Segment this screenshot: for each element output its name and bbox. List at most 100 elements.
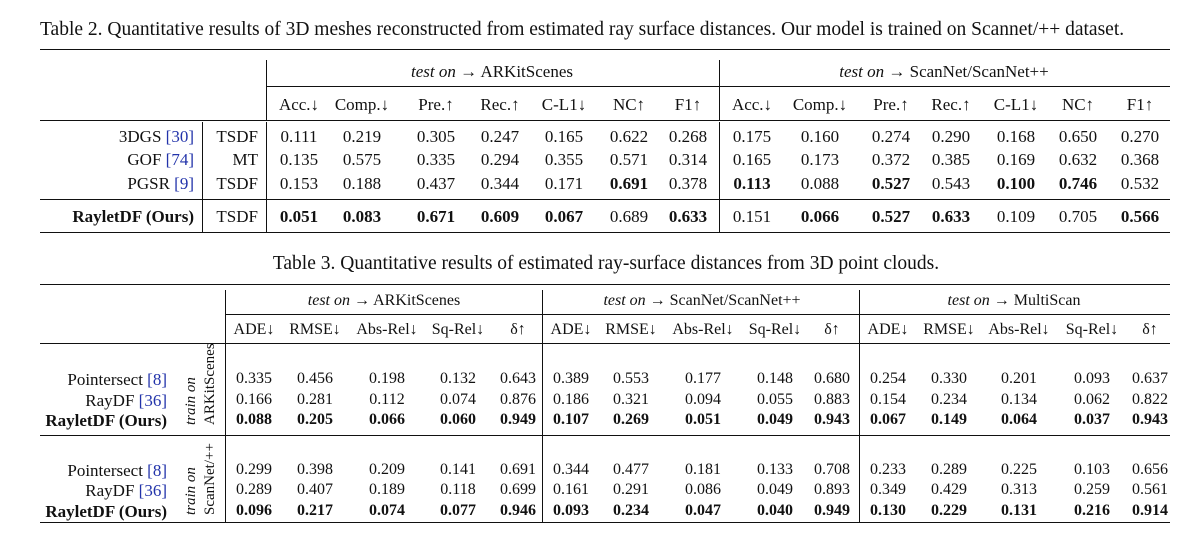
value-cell: 0.268 (668, 127, 708, 146)
citation-link[interactable]: [36] (138, 391, 167, 410)
value-cell: 0.680 (814, 370, 850, 387)
value-cell: 0.281 (297, 391, 333, 408)
metric-header: NC↑ (1061, 95, 1095, 114)
method-cell: RayDF [36] (85, 482, 167, 499)
value-cell: 0.477 (613, 461, 649, 478)
value-cell: 0.437 (416, 174, 456, 193)
value-cell: 0.689 (609, 207, 649, 226)
value-cell: 0.269 (613, 411, 649, 428)
value-cell: 0.429 (931, 481, 967, 498)
value-cell: 0.291 (613, 481, 649, 498)
value-cell: 0.217 (297, 502, 333, 519)
value-cell: 0.822 (1132, 391, 1168, 408)
method-name: 3DGS (118, 127, 162, 146)
value-cell: 0.219 (342, 127, 382, 146)
value-cell: 0.609 (480, 207, 520, 226)
value-cell: 0.270 (1120, 127, 1160, 146)
value-cell: 0.205 (297, 411, 333, 428)
value-cell: 0.321 (613, 391, 649, 408)
value-cell: 0.893 (814, 481, 850, 498)
value-cell: 0.385 (931, 150, 971, 169)
value-cell: 0.225 (1001, 461, 1037, 478)
value-cell: 0.047 (685, 502, 721, 519)
value-cell: 0.066 (369, 411, 405, 428)
value-cell: 0.656 (1132, 461, 1168, 478)
method-cell: RayletDF (Ours) (45, 412, 167, 429)
table3-divider-mid1 (542, 290, 543, 523)
citation-link[interactable]: [9] (174, 174, 194, 193)
metric-header: Acc.↓ (731, 95, 773, 114)
value-cell: 0.650 (1058, 127, 1098, 146)
value-cell: 0.109 (996, 207, 1036, 226)
value-cell: 0.148 (757, 370, 793, 387)
value-cell: 0.168 (996, 127, 1036, 146)
citation-link[interactable]: [74] (165, 150, 194, 169)
train-on-label: train on (183, 467, 199, 515)
value-cell: 0.543 (931, 174, 971, 193)
metric-header: Sq-Rel↓ (431, 321, 485, 338)
metric-header: Sq-Rel↓ (748, 321, 802, 338)
value-cell: 0.141 (440, 461, 476, 478)
value-cell: 0.161 (553, 481, 589, 498)
table2-divider-left (266, 122, 267, 232)
method-cell: RayDF [36] (85, 392, 167, 409)
method-cell: 3DGS [30] (119, 128, 194, 145)
table2-divider-method (202, 122, 203, 232)
value-cell: 0.378 (668, 174, 708, 193)
method-name: RayletDF (Ours) (45, 502, 167, 521)
citation-link[interactable]: [8] (147, 370, 167, 389)
value-cell: 0.096 (236, 502, 272, 519)
value-cell: 0.633 (931, 207, 971, 226)
metric-header: F1↑ (674, 95, 702, 114)
value-cell: 0.234 (613, 502, 649, 519)
metric-header: δ↑ (824, 321, 840, 338)
metric-header: Abs-Rel↓ (988, 321, 1050, 338)
method-name: RayletDF (Ours) (45, 411, 167, 430)
value-cell: 0.943 (814, 411, 850, 428)
mesh-method-cell: TSDF (216, 174, 258, 193)
citation-link[interactable]: [36] (138, 481, 167, 500)
value-cell: 0.746 (1058, 174, 1098, 193)
value-cell: 0.349 (870, 481, 906, 498)
method-name: RayletDF (Ours) (72, 207, 194, 226)
metric-header: ADE↓ (867, 321, 909, 338)
metric-header: Comp.↓ (792, 95, 848, 114)
table3-caption: Table 3. Quantitative results of estimat… (272, 253, 940, 274)
table2-divider-mid (719, 60, 720, 120)
value-cell: 0.149 (931, 411, 967, 428)
value-cell: 0.914 (1132, 502, 1168, 519)
value-cell: 0.173 (800, 150, 840, 169)
table3-group-multiscan: test on → MultiScan (947, 292, 1081, 309)
table3-group-arkit: test on → ARKitScenes (307, 292, 461, 309)
value-cell: 0.368 (1120, 150, 1160, 169)
value-cell: 0.094 (685, 391, 721, 408)
method-name: GOF (127, 150, 162, 169)
value-cell: 0.049 (757, 411, 793, 428)
metric-header: ADE↓ (550, 321, 592, 338)
value-cell: 0.153 (279, 174, 319, 193)
value-cell: 0.074 (440, 391, 476, 408)
method-cell: GOF [74] (127, 151, 194, 168)
value-cell: 0.131 (1001, 502, 1037, 519)
method-name: PGSR (127, 174, 170, 193)
value-cell: 0.566 (1120, 207, 1160, 226)
mesh-method-cell: TSDF (216, 207, 258, 226)
train-dataset-label: ARKitScenes (202, 343, 218, 425)
value-cell: 0.313 (1001, 481, 1037, 498)
value-cell: 0.372 (871, 150, 911, 169)
table2-group-arkit: test on → ARKitScenes (411, 62, 573, 81)
citation-link[interactable]: [30] (165, 127, 194, 146)
value-cell: 0.259 (1074, 481, 1110, 498)
value-cell: 0.189 (369, 481, 405, 498)
method-cell: PGSR [9] (127, 175, 194, 192)
value-cell: 0.575 (342, 150, 382, 169)
table3-divider-mid2 (859, 290, 860, 523)
table2-divider-left (266, 60, 267, 120)
value-cell: 0.093 (1074, 370, 1110, 387)
value-cell: 0.135 (279, 150, 319, 169)
value-cell: 0.165 (732, 150, 772, 169)
citation-link[interactable]: [8] (147, 461, 167, 480)
metric-header: Comp.↓ (334, 95, 390, 114)
metric-header: RMSE↓ (923, 321, 975, 338)
value-cell: 0.083 (342, 207, 382, 226)
